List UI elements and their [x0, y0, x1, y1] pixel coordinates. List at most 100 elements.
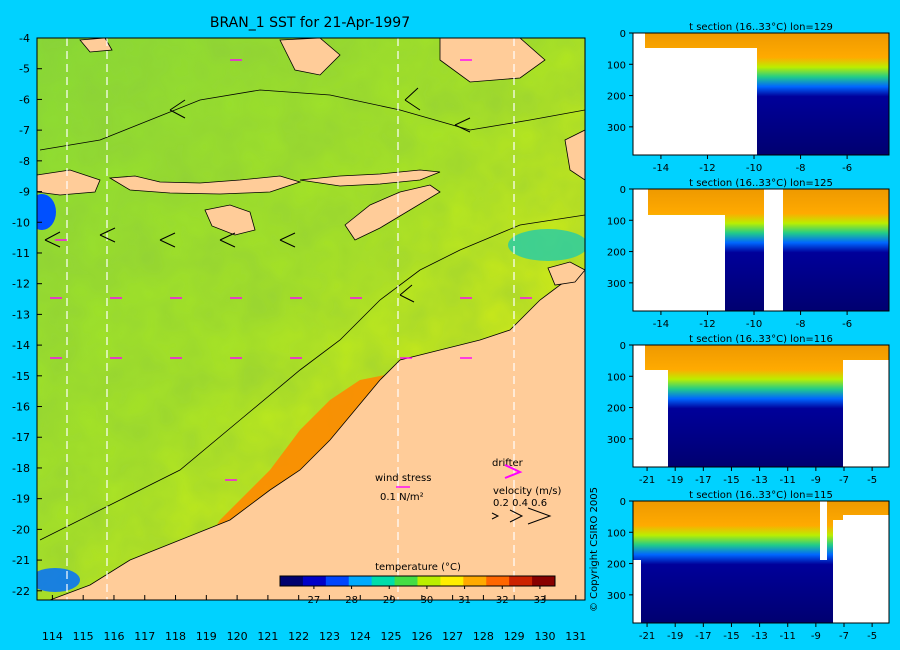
map-x-tick-label: 121 [257, 630, 278, 643]
section-x-tick-label: -17 [695, 631, 711, 642]
drifter-label: drifter [492, 458, 524, 469]
colorbar-swatch [394, 576, 418, 586]
island-north-2 [439, 38, 546, 83]
section-x-tick-label: -6 [842, 163, 852, 174]
map-y-tick-label: -19 [12, 493, 30, 506]
map-y-tick-label: -8 [19, 155, 30, 168]
drifter-key-icon [504, 464, 523, 479]
colorbar-tick-label: 30 [421, 595, 434, 606]
map-frame [36, 37, 586, 601]
section-y-tick-label: 200 [607, 404, 626, 415]
section-x-tick-label: -5 [867, 631, 877, 642]
colorbar-swatch [486, 576, 510, 586]
map-x-tick-label: 122 [288, 630, 309, 643]
section-panel-1: t section (16..33°C) lon=129 -14 -12 -10 -8 -… [607, 22, 890, 174]
section-x-tick-label: -19 [667, 631, 683, 642]
island-flores [299, 169, 441, 187]
section-gap [843, 360, 889, 467]
map-axes: 114 115 116 117 118 119 120 121 122 123 124 125 126 1… [12, 32, 586, 643]
australia-land [49, 269, 585, 600]
section-title: t section (16..33°C) lon=115 [689, 490, 833, 501]
bathymetry-contour [39, 214, 585, 541]
cool-patch-east [508, 229, 585, 261]
colorbar-swatch [371, 576, 396, 586]
colorbar-swatch [509, 576, 533, 586]
section-title: t section (16..33°C) lon=116 [689, 334, 833, 345]
section-panel-3: t section (16..33°C) lon=116 -21 -19 -17 -15… [607, 334, 890, 486]
section-x-tick-label: -15 [723, 475, 739, 486]
section-x-tick-label: -13 [751, 631, 767, 642]
section-x-tick-label: -8 [796, 319, 806, 330]
section-x-tick-label: -15 [723, 631, 739, 642]
island-timor [344, 184, 441, 241]
map-x-tick-label: 130 [534, 630, 555, 643]
map-y-tick-label: -13 [12, 308, 30, 321]
section-x-tick-label: -9 [811, 631, 821, 642]
map-y-tick-label: -12 [12, 278, 30, 291]
section-land-mask [633, 370, 668, 467]
section-land-mask [633, 189, 648, 215]
wind-stress-label: wind stress [375, 473, 431, 484]
section-land-mask [633, 33, 645, 48]
cool-patch-south [37, 568, 80, 592]
section-y-tick-label: 200 [607, 560, 626, 571]
section-y-tick-label: 100 [607, 60, 626, 71]
colorbar-swatch [280, 576, 304, 586]
section-y-tick-label: 0 [620, 497, 626, 508]
section-lines [66, 38, 515, 600]
velocity-values: 0.2 0.4 0.6 [493, 498, 547, 509]
colorbar-frame [279, 575, 556, 587]
map-y-tick-label: -6 [19, 93, 30, 106]
colorbar-tick-label: 33 [534, 595, 547, 606]
colorbar-swatch [417, 576, 441, 586]
colorbar: 27 28 29 30 31 32 33 [279, 575, 556, 606]
section-x-tick-label: -5 [867, 475, 877, 486]
island-sumba [204, 204, 256, 236]
map-x-tick-label: 127 [442, 630, 463, 643]
section-x-tick-label: -19 [667, 475, 683, 486]
section-frame [632, 500, 890, 624]
section-land-mask [633, 560, 641, 623]
map-x-tick-label: 117 [134, 630, 155, 643]
section-panel-2: t section (16..33°C) lon=125 -14 -12 -10 -8 -… [607, 178, 890, 330]
map-title: BRAN_1 SST for 21-Apr-1997 [210, 15, 410, 31]
map-y-tick-label: -21 [12, 554, 30, 567]
section-x-tick-label: -9 [811, 475, 821, 486]
section-title: t section (16..33°C) lon=125 [689, 178, 833, 189]
section-y-tick-label: 0 [620, 341, 626, 352]
map-x-tick-label: 125 [381, 630, 402, 643]
colorbar-swatch [348, 576, 373, 586]
section-frame [632, 32, 890, 156]
map-y-tick-label: -4 [19, 32, 30, 45]
map-y-tick-label: -10 [12, 216, 30, 229]
map-x-tick-label: 116 [103, 630, 124, 643]
copyright: © Copyright CSIRO 2005 [589, 487, 600, 612]
velocity-arrows [50, 59, 532, 481]
map-legend: wind stress 0.1 N/m² drifter velocity (m… [375, 458, 561, 525]
section-gap [833, 520, 843, 623]
map-x-tick-label: 114 [42, 630, 63, 643]
section-frame [632, 344, 890, 468]
section-y-tick-label: 300 [607, 123, 626, 134]
wind-stress-scale: 0.1 N/m² [380, 492, 424, 503]
colorbar-swatch [440, 576, 464, 586]
map-y-tick-label: -15 [12, 370, 30, 383]
bathymetry-contour-north [39, 89, 585, 151]
map-x-tick-label: 131 [565, 630, 586, 643]
section-y-tick-label: 200 [607, 92, 626, 103]
section-x-tick-label: -8 [796, 163, 806, 174]
section-panels: t section (16..33°C) lon=129 -14 -12 -10 -8 -… [607, 22, 890, 642]
section-land-mask [633, 48, 757, 155]
map-x-tick-label: 119 [196, 630, 217, 643]
colorbar-swatch [302, 576, 327, 586]
section-panel-4: t section (16..33°C) lon=115 -21 -19 -17 -15… [607, 490, 890, 642]
section-y-tick-label: 200 [607, 248, 626, 259]
map-y-tick-label: -16 [12, 401, 30, 414]
section-y-tick-label: 100 [607, 216, 626, 227]
colorbar-tick-label: 29 [383, 595, 396, 606]
section-x-tick-label: -14 [653, 319, 669, 330]
colorbar-tick-label: 32 [496, 595, 509, 606]
island-java [37, 169, 101, 196]
colorbar-tick-label: 28 [345, 595, 358, 606]
